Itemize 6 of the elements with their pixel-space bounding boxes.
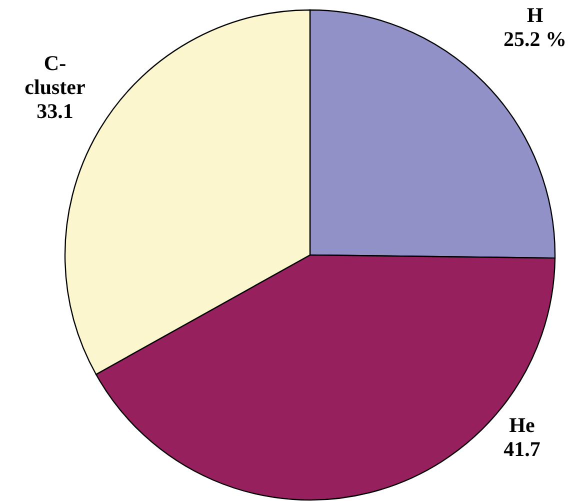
data-label: 33.1	[36, 99, 74, 123]
slice-label: He	[509, 413, 535, 437]
slice-label: H	[526, 3, 544, 27]
slice-label: C-cluster	[24, 51, 86, 99]
data-label: 41.7	[504, 437, 540, 461]
data-label: 25.2 %	[504, 27, 566, 51]
